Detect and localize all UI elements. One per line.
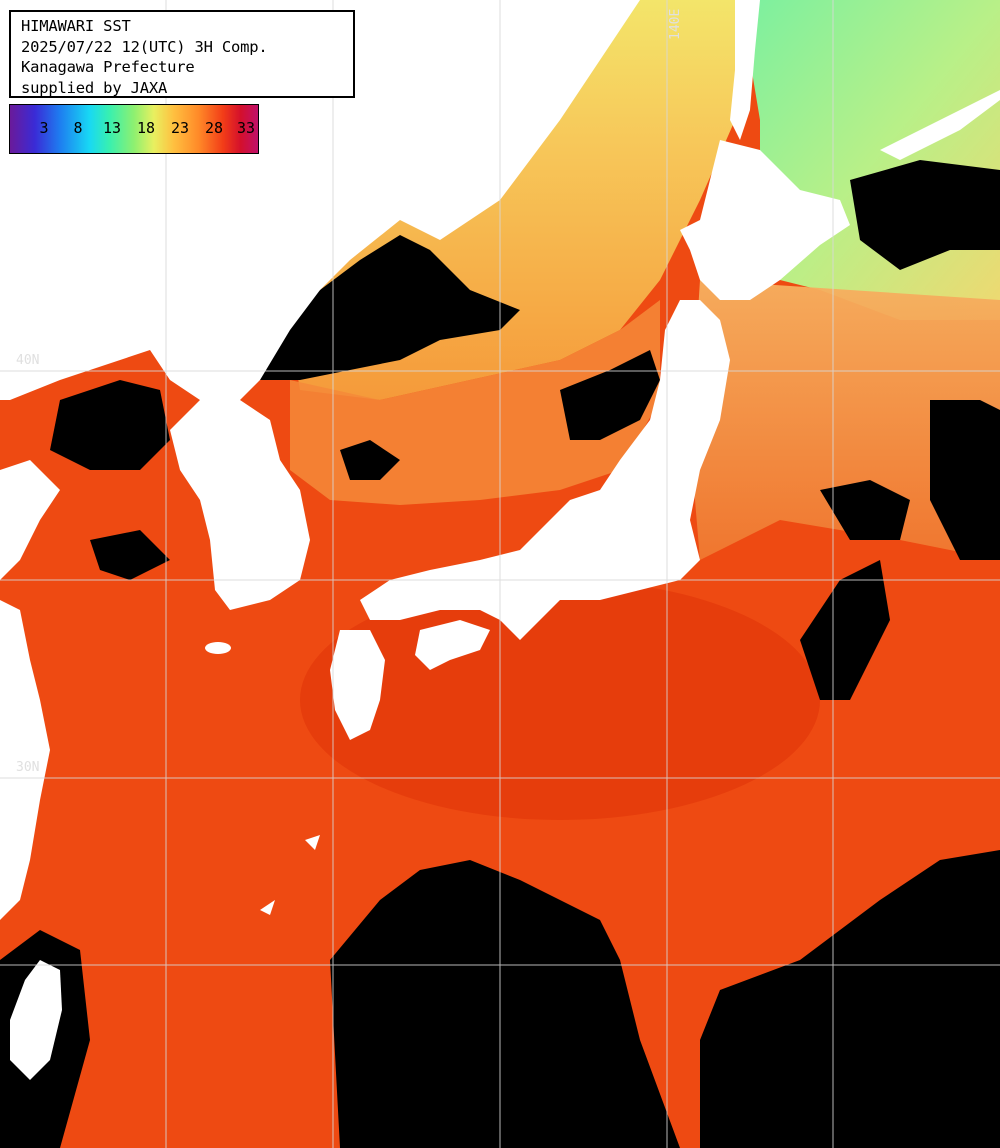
land-hokkaido xyxy=(680,140,850,300)
cloud-south-main xyxy=(330,860,680,1148)
land-jeju xyxy=(205,642,231,654)
cloud-china-coast xyxy=(90,530,170,580)
colorbar-tick: 13 xyxy=(102,119,122,137)
colorbar-tick: 28 xyxy=(204,119,224,137)
land-china-south xyxy=(0,600,50,920)
cloud-jsea-west xyxy=(340,440,400,480)
pacific-mid xyxy=(690,280,1000,560)
colorbar-tick: 18 xyxy=(136,119,156,137)
land-honshu xyxy=(360,300,730,640)
land-kurils xyxy=(880,90,1000,160)
data-source: supplied by JAXA xyxy=(21,78,168,97)
cloud-jsea-mid xyxy=(560,350,660,440)
cloud-yellowsea xyxy=(50,380,170,470)
land-shikoku xyxy=(415,620,490,670)
colorbar-tick: 33 xyxy=(236,119,256,137)
cloud-hokkaido-ne xyxy=(850,160,1000,270)
land-kyushu xyxy=(330,630,385,740)
cloud-korea-nk xyxy=(250,235,520,380)
land-russia xyxy=(0,0,640,400)
land-china xyxy=(0,460,60,580)
lat-label-40n: 40N xyxy=(16,353,40,368)
cloud-east-streak xyxy=(800,560,890,700)
lat-label-30n: 30N xyxy=(16,760,40,775)
info-box: HIMAWARI SST 2025/07/22 12(UTC) 3H Comp.… xyxy=(9,10,355,98)
temperature-colorbar: 3 8 13 18 23 28 33 xyxy=(9,104,259,154)
provider-org: Kanagawa Prefecture xyxy=(21,58,195,76)
land-ryukyu xyxy=(305,835,320,850)
product-title: HIMAWARI SST xyxy=(21,17,131,35)
land-taiwan xyxy=(10,960,62,1080)
cloud-east-right xyxy=(930,400,1000,560)
timestamp: 2025/07/22 12(UTC) 3H Comp. xyxy=(21,37,268,56)
lon-label-140e: 140E xyxy=(668,8,683,40)
colorbar-tick: 3 xyxy=(39,119,49,137)
land-sakhalin xyxy=(730,0,760,140)
land-korea xyxy=(170,400,310,610)
colorbar-tick: 8 xyxy=(73,119,83,137)
land-okinawa xyxy=(260,900,275,915)
cloud-south-east xyxy=(700,850,1000,1148)
colorbar-ticks: 3 8 13 18 23 28 33 xyxy=(10,119,258,139)
cloud-east-patch xyxy=(820,480,910,540)
colorbar-tick: 23 xyxy=(170,119,190,137)
